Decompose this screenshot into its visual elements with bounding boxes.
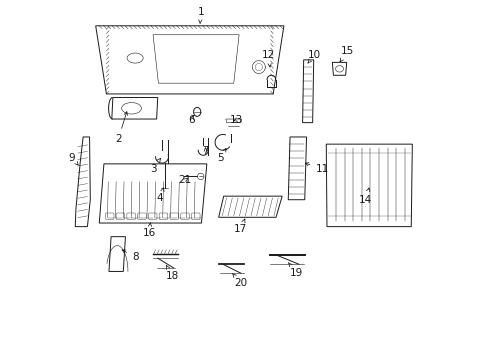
Text: 1: 1 [197,7,203,23]
Text: 14: 14 [358,188,371,205]
Text: 20: 20 [232,273,247,288]
Text: 17: 17 [233,219,246,234]
Text: 18: 18 [165,266,178,281]
Text: 4: 4 [157,188,164,203]
Text: 5: 5 [216,148,225,163]
Text: 9: 9 [68,153,78,165]
Text: 6: 6 [188,115,194,125]
Text: 10: 10 [307,50,320,63]
Text: 2: 2 [115,112,127,144]
Text: 13: 13 [229,115,243,125]
Text: 15: 15 [339,46,354,62]
Text: 8: 8 [122,250,138,262]
Text: 12: 12 [262,50,275,67]
Text: 19: 19 [288,262,303,278]
Text: 7: 7 [202,146,209,156]
Text: 3: 3 [149,158,160,174]
Circle shape [197,173,203,180]
Text: 21: 21 [178,175,192,185]
Text: 11: 11 [305,163,328,174]
Text: 16: 16 [142,222,156,238]
